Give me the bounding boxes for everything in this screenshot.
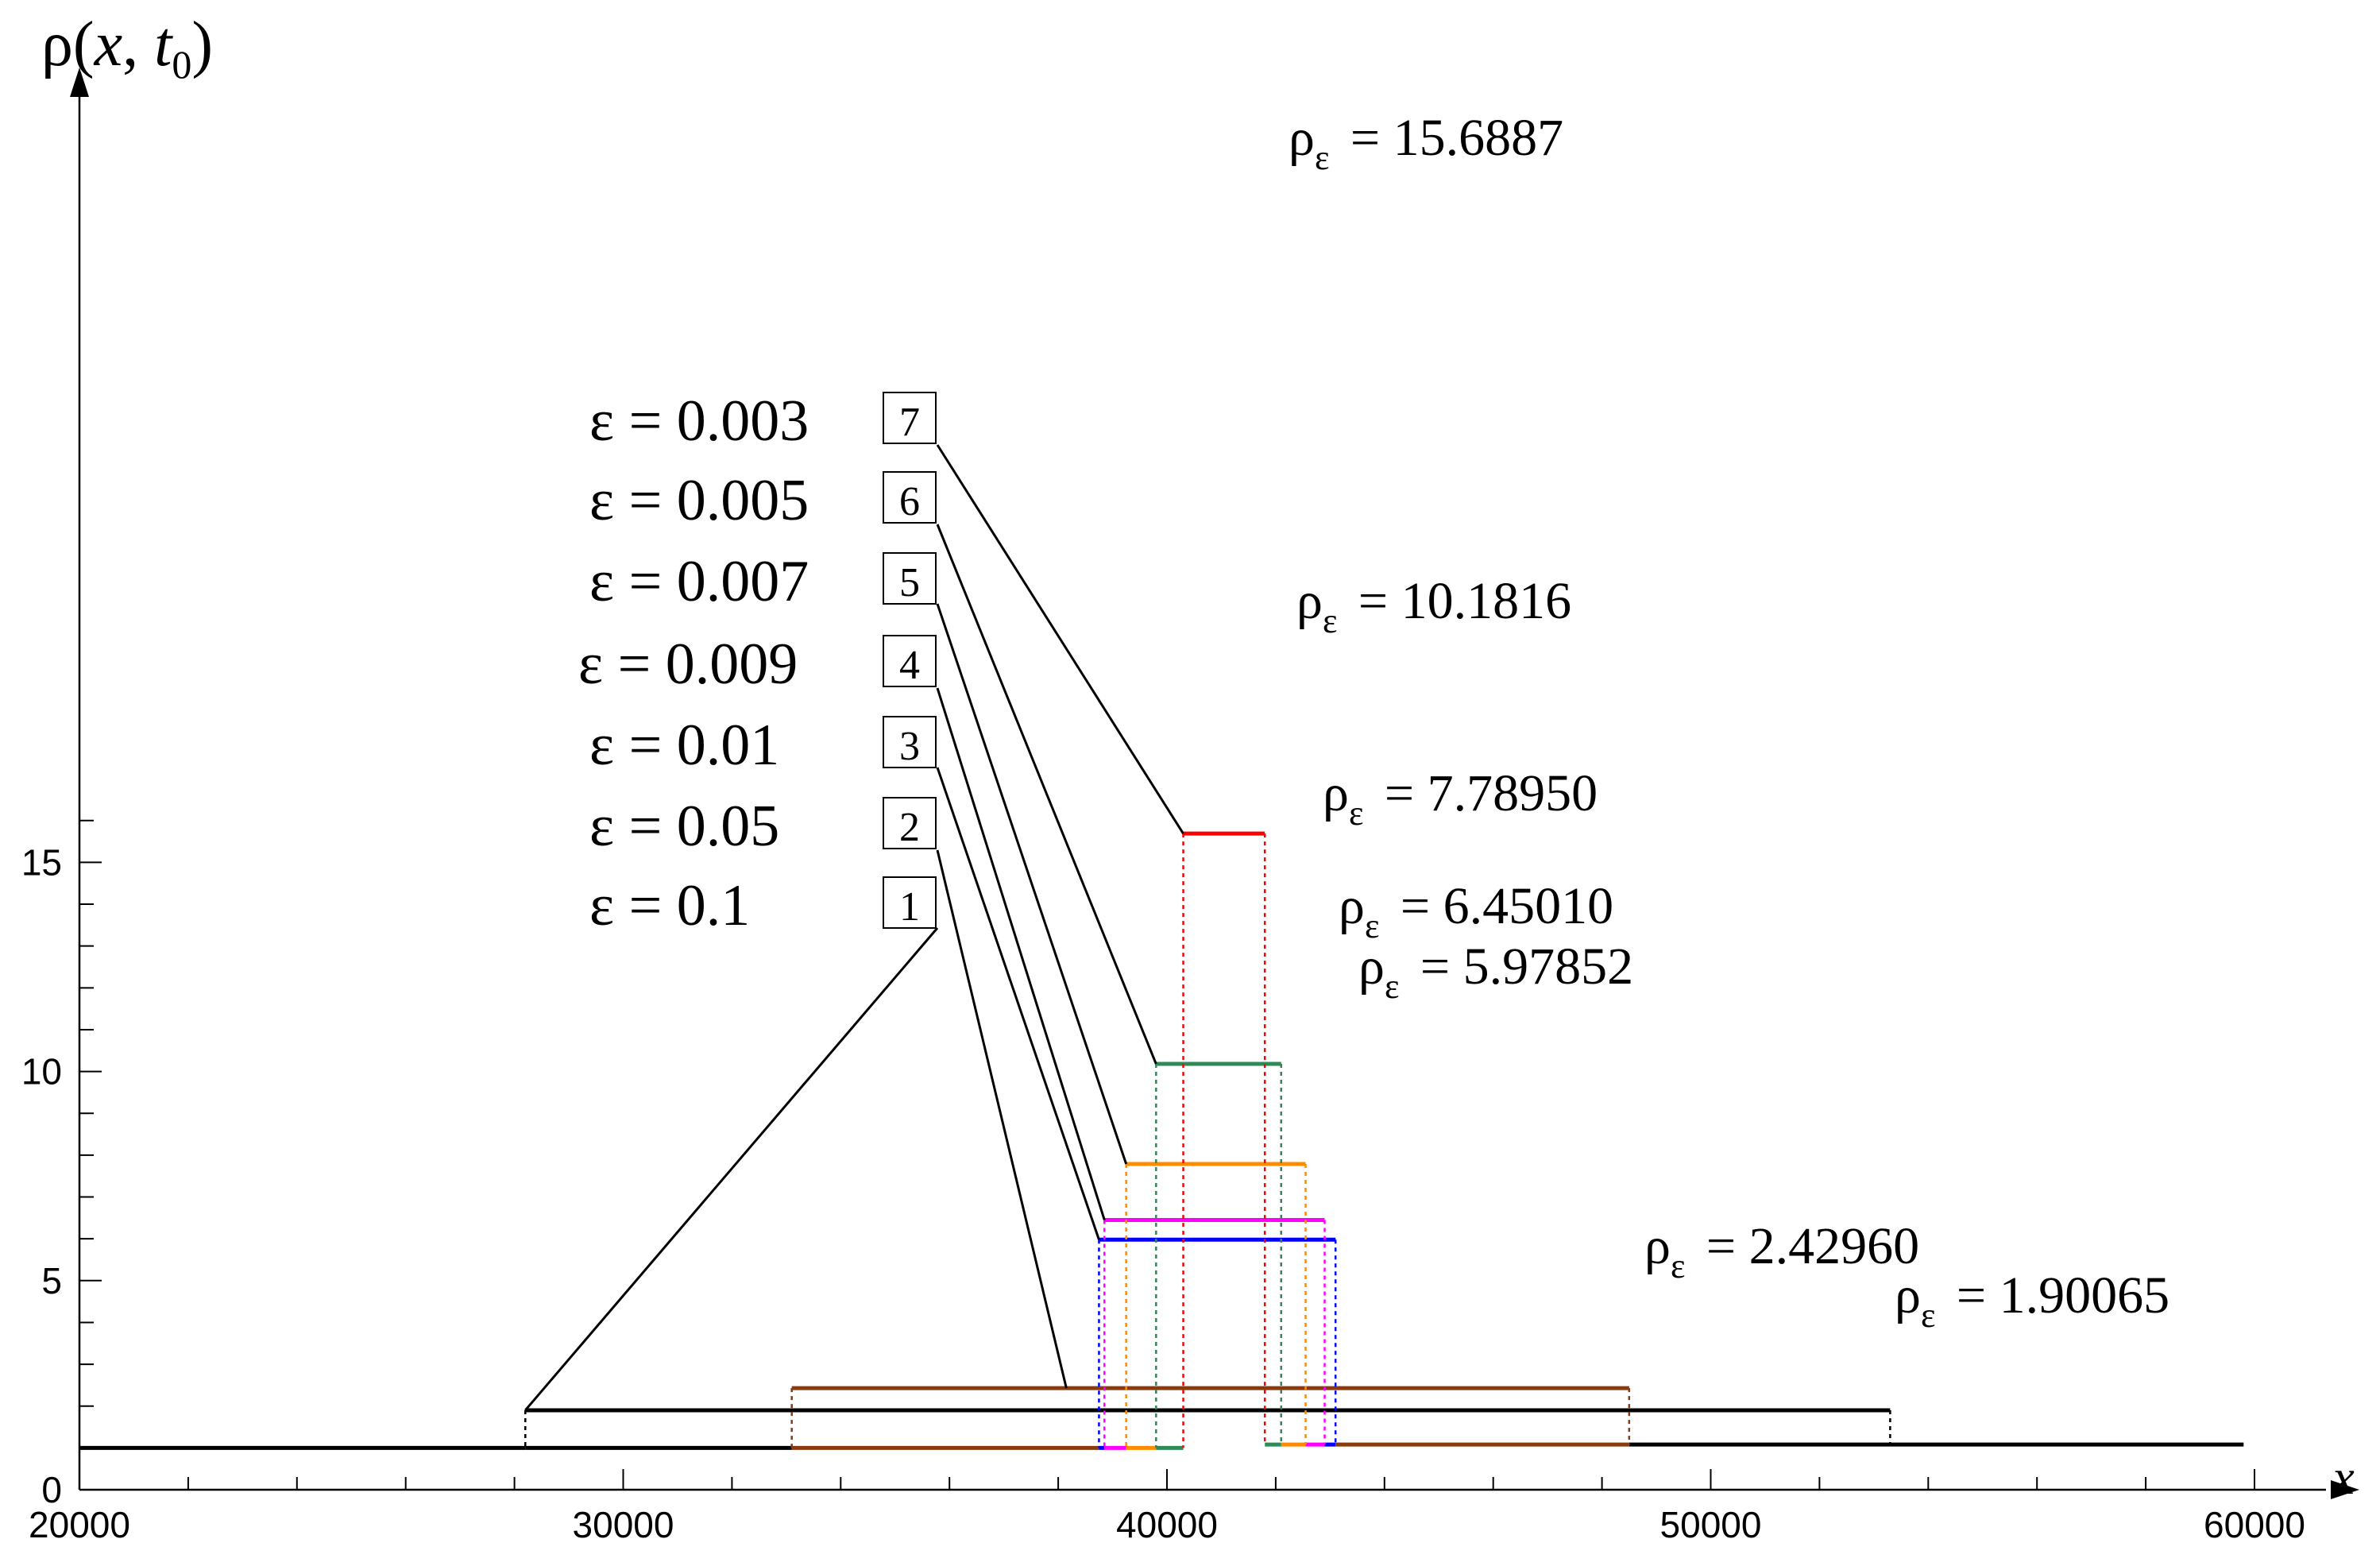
annotation-value: = 2.42960: [1693, 1217, 1919, 1275]
annotation-value: = 1.90065: [1943, 1266, 2169, 1324]
leader-line-7: [936, 444, 1184, 834]
annotation-rho: ρ: [1644, 1217, 1671, 1275]
annotation-eps-sub: ε: [1315, 138, 1329, 177]
legend-box-4: [883, 635, 937, 687]
annotation-rho: ρ: [1358, 938, 1385, 996]
x-tick-label: 60000: [2204, 1504, 2305, 1545]
legend-label-6: ε = 0.005: [589, 468, 809, 533]
legend-box-3: [883, 716, 937, 768]
legend-label-3: ε = 0.01: [589, 713, 779, 778]
annotation-2: ρε = 2.42960: [1644, 1217, 1919, 1286]
annotation-rho: ρ: [1339, 877, 1365, 935]
series-7: [1182, 831, 1266, 1448]
legend-box-2: [883, 797, 937, 849]
leader-line-6: [936, 524, 1157, 1065]
series-6: [1155, 1061, 1282, 1450]
legend-number-4: 4: [899, 643, 920, 688]
series-5: [1125, 1162, 1307, 1450]
legend-label-2: ε = 0.05: [589, 794, 779, 859]
legend-number-1: 1: [899, 884, 920, 930]
y-label-close: ): [191, 10, 213, 79]
annotation-rho: ρ: [1296, 572, 1323, 630]
annotation-rho: ρ: [1289, 109, 1315, 167]
y-label-sub: 0: [172, 42, 191, 87]
y-tick-label: 10: [21, 1051, 62, 1092]
axis-labels: ρ(x, t0)x: [41, 10, 2355, 1505]
annotation-1: ρε = 1.90065: [1895, 1266, 2169, 1335]
annotation-eps-sub: ε: [1671, 1247, 1685, 1286]
legend-number-3: 3: [899, 724, 920, 769]
x-tick-label: 30000: [573, 1504, 674, 1545]
y-label-open: (: [73, 10, 95, 79]
legend-label-4: ε = 0.009: [578, 632, 798, 697]
annotation-eps-sub: ε: [1365, 907, 1379, 945]
y-label-comma: ,: [122, 10, 154, 79]
annotation-5: ρε = 7.78950: [1323, 764, 1598, 833]
y-tick-label: 0: [41, 1469, 62, 1510]
x-tick-label: 50000: [1660, 1504, 1762, 1545]
annotation-eps-sub: ε: [1921, 1296, 1935, 1335]
annotation-value: = 15.6887: [1337, 109, 1563, 167]
y-axis-arrow: [70, 68, 89, 97]
annotation-value: = 6.45010: [1387, 877, 1613, 935]
legend-label-7: ε = 0.003: [589, 389, 809, 454]
legend: ε = 0.003 7 ε = 0.005 6 ε = 0.007 5 ε = 0.009 4…: [524, 389, 1184, 1411]
annotation-6: ρε = 10.1816: [1296, 572, 1571, 640]
annotation-rho: ρ: [1895, 1266, 1921, 1324]
legend-number-6: 6: [899, 479, 920, 524]
y-label-rho: ρ: [41, 10, 73, 79]
legend-label-5: ε = 0.007: [589, 549, 809, 614]
series-group: [79, 831, 2244, 1450]
x-axis-arrow: [2331, 1480, 2359, 1499]
leader-line-4: [936, 687, 1106, 1220]
annotation-rho: ρ: [1323, 764, 1349, 822]
y-tick-label: 15: [21, 841, 62, 883]
y-axis-label: ρ(x, t0): [41, 10, 213, 87]
x-tick-label: 40000: [1116, 1504, 1218, 1545]
legend-label-1: ε = 0.1: [589, 873, 750, 938]
leader-line-1: [524, 927, 939, 1411]
legend-box-1: [883, 876, 937, 929]
y-label-x: x: [94, 10, 123, 79]
leader-line-5: [936, 603, 1128, 1165]
leader-line-3: [936, 767, 1100, 1240]
annotation-eps-sub: ε: [1385, 967, 1399, 1006]
x-tick-label: 20000: [29, 1504, 130, 1545]
x-axis-label: x: [2332, 1451, 2355, 1505]
y-label-t: t: [154, 10, 173, 79]
annotation-4: ρε = 6.45010: [1339, 877, 1613, 945]
legend-box-5: [883, 552, 937, 605]
legend-box-6: [883, 471, 937, 524]
annotation-eps-sub: ε: [1323, 601, 1337, 640]
legend-number-5: 5: [899, 560, 920, 605]
series-4: [1103, 1217, 1326, 1450]
annotation-value: = 5.97852: [1407, 938, 1633, 996]
legend-number-2: 2: [899, 805, 920, 850]
annotation-3: ρε = 5.97852: [1358, 938, 1633, 1006]
y-tick-label: 5: [41, 1260, 62, 1301]
series-3: [1098, 1237, 1337, 1450]
annotation-eps-sub: ε: [1349, 794, 1363, 833]
annotation-value: = 10.1816: [1345, 572, 1571, 630]
series-2: [790, 1386, 1631, 1450]
legend-number-7: 7: [899, 400, 920, 445]
legend-box-7: [883, 392, 937, 444]
annotation-value: = 7.78950: [1371, 764, 1598, 822]
annotation-7: ρε = 15.6887: [1289, 109, 1563, 177]
series-1: [524, 1408, 1891, 1450]
leader-line-2: [936, 849, 1068, 1389]
